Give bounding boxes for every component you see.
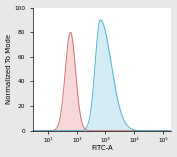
X-axis label: FITC-A: FITC-A [91,145,113,152]
Y-axis label: Normalized To Mode: Normalized To Mode [5,34,12,104]
